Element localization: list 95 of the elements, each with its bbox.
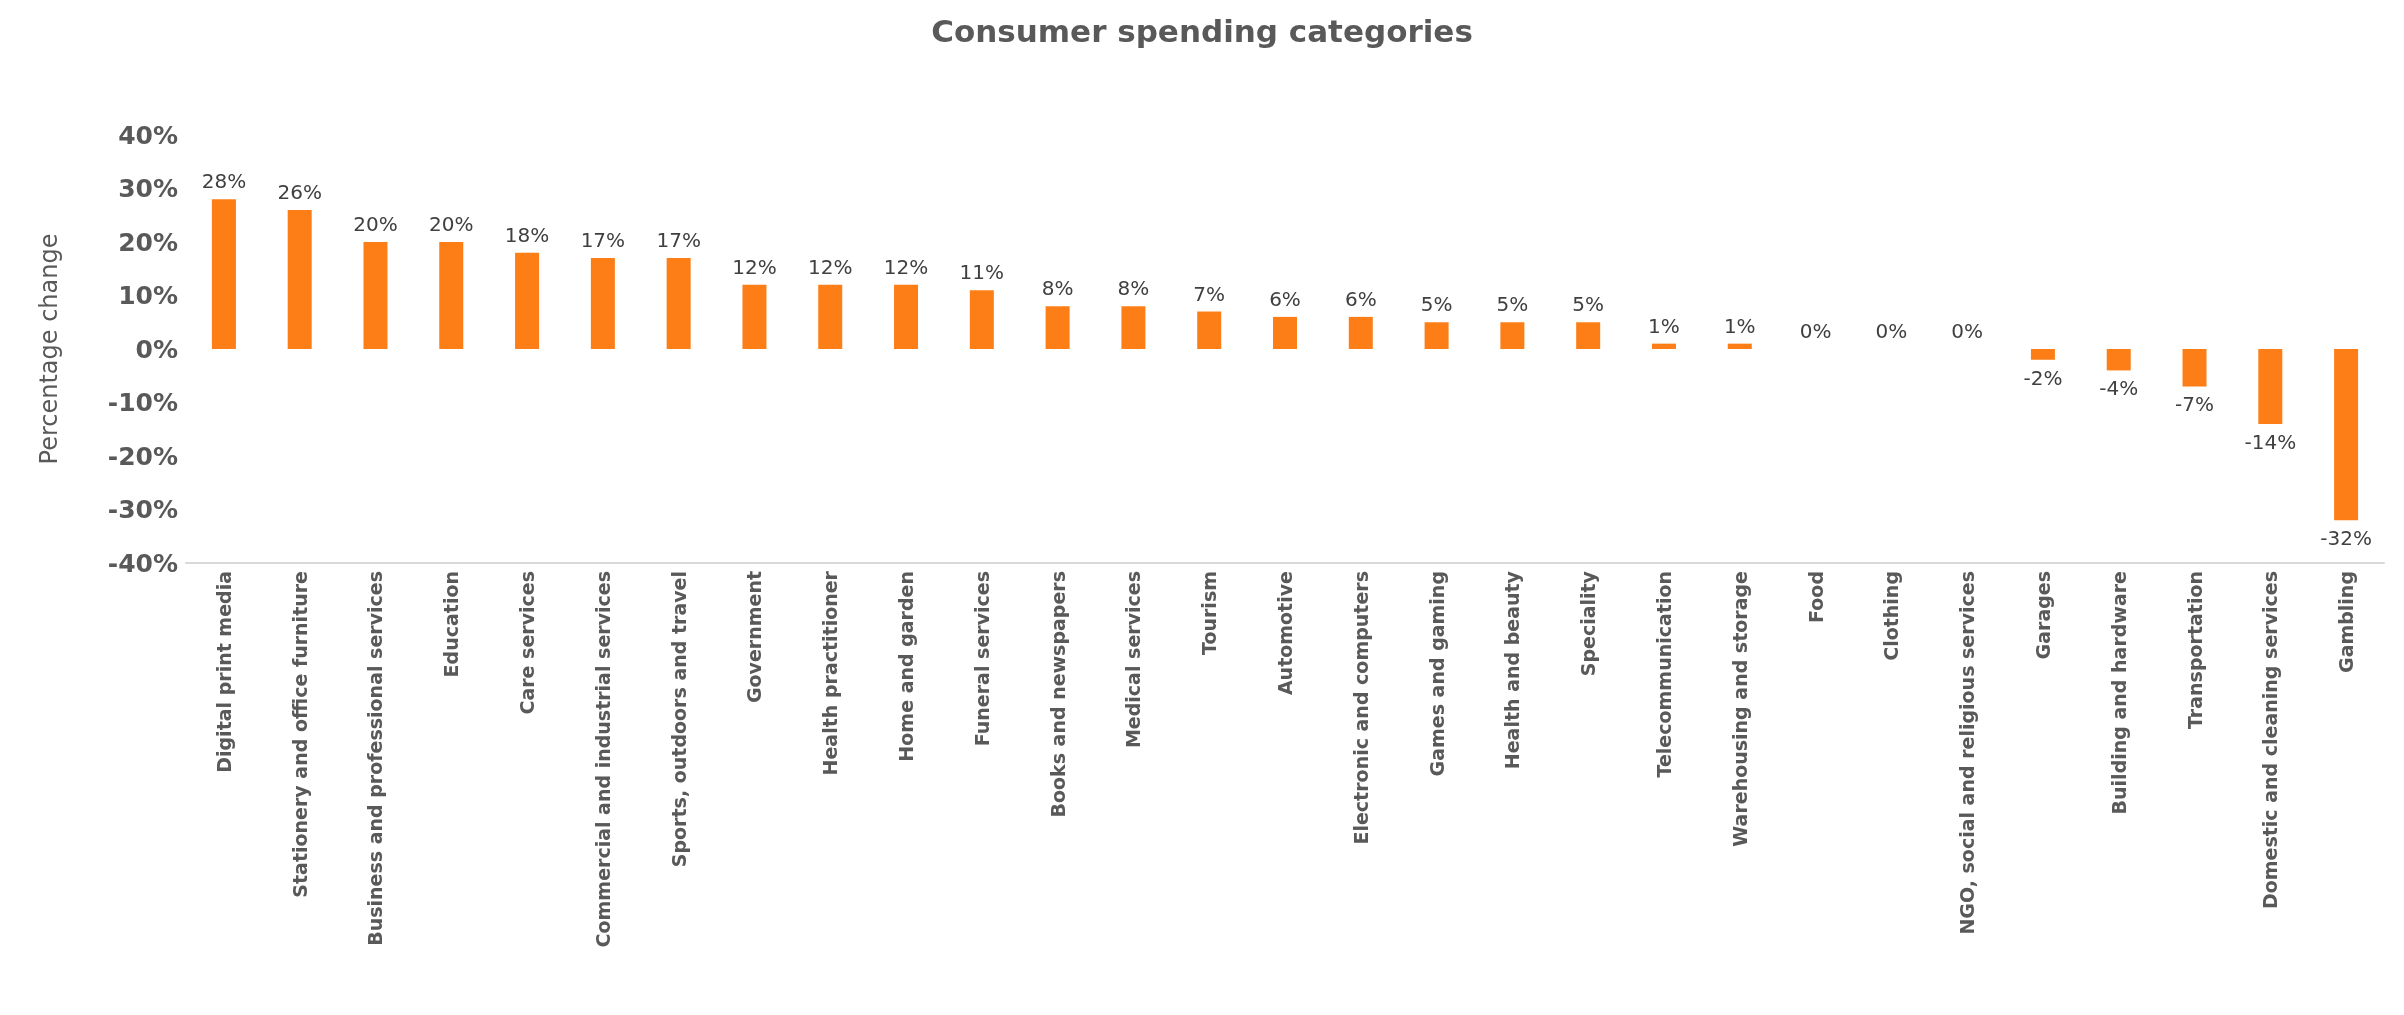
bar — [590, 258, 615, 349]
data-label: 0% — [1875, 319, 1908, 343]
data-label: 26% — [277, 179, 322, 204]
data-label: 12% — [732, 254, 777, 279]
data-label: 20% — [429, 212, 474, 236]
bar — [1576, 322, 1601, 349]
data-label: 0% — [1799, 319, 1832, 343]
x-tick-label: Food — [1804, 571, 1827, 623]
data-label: -32% — [2320, 526, 2372, 551]
y-tick-label: 40% — [118, 120, 178, 150]
x-tick-label: Stationery and office furniture — [288, 571, 311, 898]
y-tick-label: 20% — [118, 227, 178, 257]
data-label: 20% — [353, 212, 398, 236]
x-tick-label: Sports, outdoors and travel — [667, 571, 690, 868]
y-tick-label: 30% — [118, 174, 178, 203]
bar — [439, 242, 464, 349]
x-tick-label: Digital print media — [212, 571, 235, 773]
data-label: -14% — [2244, 429, 2297, 454]
x-tick-label: Education — [440, 571, 463, 678]
data-label: 8% — [1041, 276, 1074, 301]
x-tick-label: NGO, social and religious services — [1956, 571, 1979, 935]
data-label: 1% — [1723, 313, 1756, 338]
bar — [1121, 306, 1146, 349]
data-label: 6% — [1344, 286, 1377, 311]
data-label: 8% — [1117, 276, 1150, 301]
data-label: 7% — [1193, 281, 1226, 306]
data-label: 1% — [1648, 313, 1680, 338]
chart-title: Consumer spending categories — [931, 12, 1473, 49]
bar — [1197, 311, 1222, 349]
bar — [211, 199, 236, 349]
data-label: -4% — [2099, 376, 2139, 401]
data-label: 18% — [504, 222, 550, 247]
bar — [2106, 349, 2131, 371]
x-tick-label: Automotive — [1274, 571, 1296, 696]
data-label: 28% — [201, 169, 247, 194]
x-tick-label: Building and hardware — [2107, 571, 2130, 815]
y-tick-label: -30% — [107, 495, 178, 524]
x-tick-label: Garages — [2031, 571, 2054, 660]
x-tick-label: Gambling — [2335, 571, 2358, 673]
bar — [515, 252, 540, 349]
bar — [2334, 349, 2359, 521]
x-tick-label: Electronic and computers — [1349, 571, 1372, 845]
bar — [1424, 322, 1449, 349]
x-tick-label: Home and garden — [895, 571, 918, 762]
bar — [2030, 349, 2055, 360]
x-tick-label: Clothing — [1880, 571, 1903, 661]
x-tick-label: Government — [743, 571, 766, 704]
y-tick-label: -20% — [107, 441, 178, 471]
x-tick-label: Transportation — [2183, 571, 2206, 730]
x-tick-label: Care services — [516, 571, 539, 715]
bar — [666, 258, 691, 349]
x-tick-label: Tourism — [1198, 571, 1221, 656]
y-axis-title: Percentage change — [35, 233, 63, 465]
y-tick-label: 0% — [135, 334, 178, 364]
bar — [1727, 343, 1752, 349]
bar — [1273, 316, 1297, 349]
y-tick-label: 10% — [118, 281, 178, 310]
bar — [1651, 343, 1676, 349]
bar — [1348, 316, 1373, 349]
y-tick-label: -10% — [107, 388, 178, 417]
x-tick-label: Games and gaming — [1425, 571, 1448, 777]
bar — [363, 242, 388, 349]
bar — [287, 209, 312, 349]
x-tick-label: Warehousing and storage — [1728, 571, 1751, 847]
data-label: -2% — [2023, 365, 2063, 390]
y-tick-label: -40% — [107, 548, 178, 578]
x-tick-label: Books and newspapers — [1046, 571, 1069, 818]
x-tick-label: Business and professional services — [364, 571, 387, 946]
x-tick-label: Domestic and cleaning services — [2259, 571, 2282, 910]
bar — [969, 290, 994, 349]
data-label: 5% — [1572, 292, 1605, 317]
data-label: -7% — [2175, 392, 2214, 417]
bar — [1500, 322, 1525, 349]
data-label: 6% — [1269, 286, 1301, 311]
bar — [818, 284, 843, 349]
data-label: 12% — [883, 254, 929, 279]
data-label: 11% — [959, 260, 1005, 285]
x-tick-label: Health and beauty — [1501, 570, 1524, 770]
bar — [2258, 349, 2283, 424]
x-tick-label: Speciality — [1577, 570, 1600, 677]
x-tick-label: Medical services — [1122, 571, 1145, 749]
data-label: 17% — [656, 228, 701, 253]
data-label: 17% — [580, 228, 626, 253]
data-label: 5% — [1420, 292, 1453, 317]
x-tick-label: Telecommunication — [1652, 571, 1675, 778]
x-tick-label: Health practitioner — [819, 570, 842, 776]
bar — [1045, 306, 1070, 349]
data-label: 0% — [1951, 319, 1984, 343]
data-label: 5% — [1496, 292, 1529, 317]
bar — [742, 284, 767, 349]
data-label: 12% — [808, 254, 853, 279]
bar — [2182, 349, 2207, 387]
bar — [894, 284, 919, 349]
x-tick-label: Funeral services — [970, 571, 993, 747]
x-tick-label: Commercial and industrial services — [591, 571, 614, 948]
